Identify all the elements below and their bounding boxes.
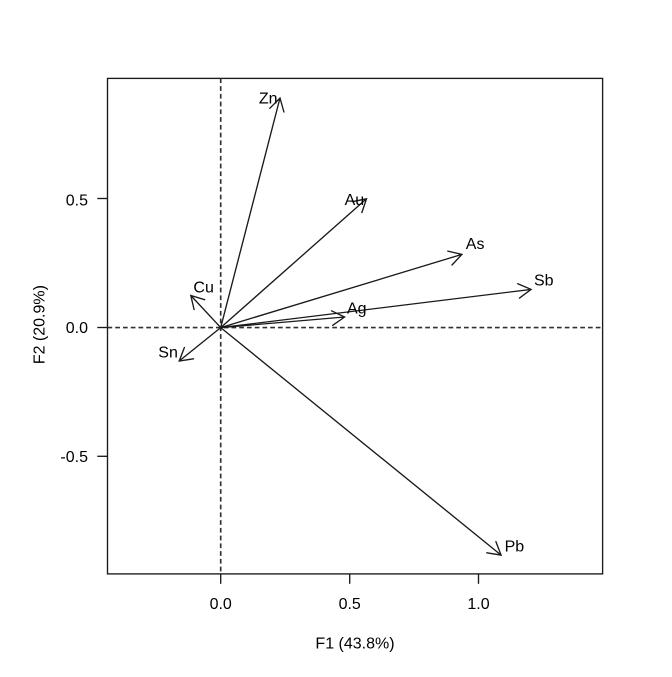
svg-text:1.0: 1.0 <box>467 596 489 613</box>
svg-text:Au: Au <box>345 192 365 209</box>
svg-text:Cu: Cu <box>193 280 213 297</box>
svg-text:0.0: 0.0 <box>210 596 232 613</box>
svg-text:F2 (20.9%): F2 (20.9%) <box>31 285 48 364</box>
svg-text:As: As <box>466 236 485 253</box>
svg-text:Zn: Zn <box>259 90 278 107</box>
svg-text:0.5: 0.5 <box>339 596 361 613</box>
svg-text:Sb: Sb <box>534 272 554 289</box>
svg-text:0.5: 0.5 <box>66 192 88 209</box>
svg-text:0.0: 0.0 <box>66 320 88 337</box>
svg-text:Ag: Ag <box>347 300 367 317</box>
svg-text:F1 (43.8%): F1 (43.8%) <box>315 636 394 653</box>
svg-text:Pb: Pb <box>505 539 525 556</box>
svg-text:-0.5: -0.5 <box>60 449 88 466</box>
svg-text:Sn: Sn <box>158 344 178 361</box>
